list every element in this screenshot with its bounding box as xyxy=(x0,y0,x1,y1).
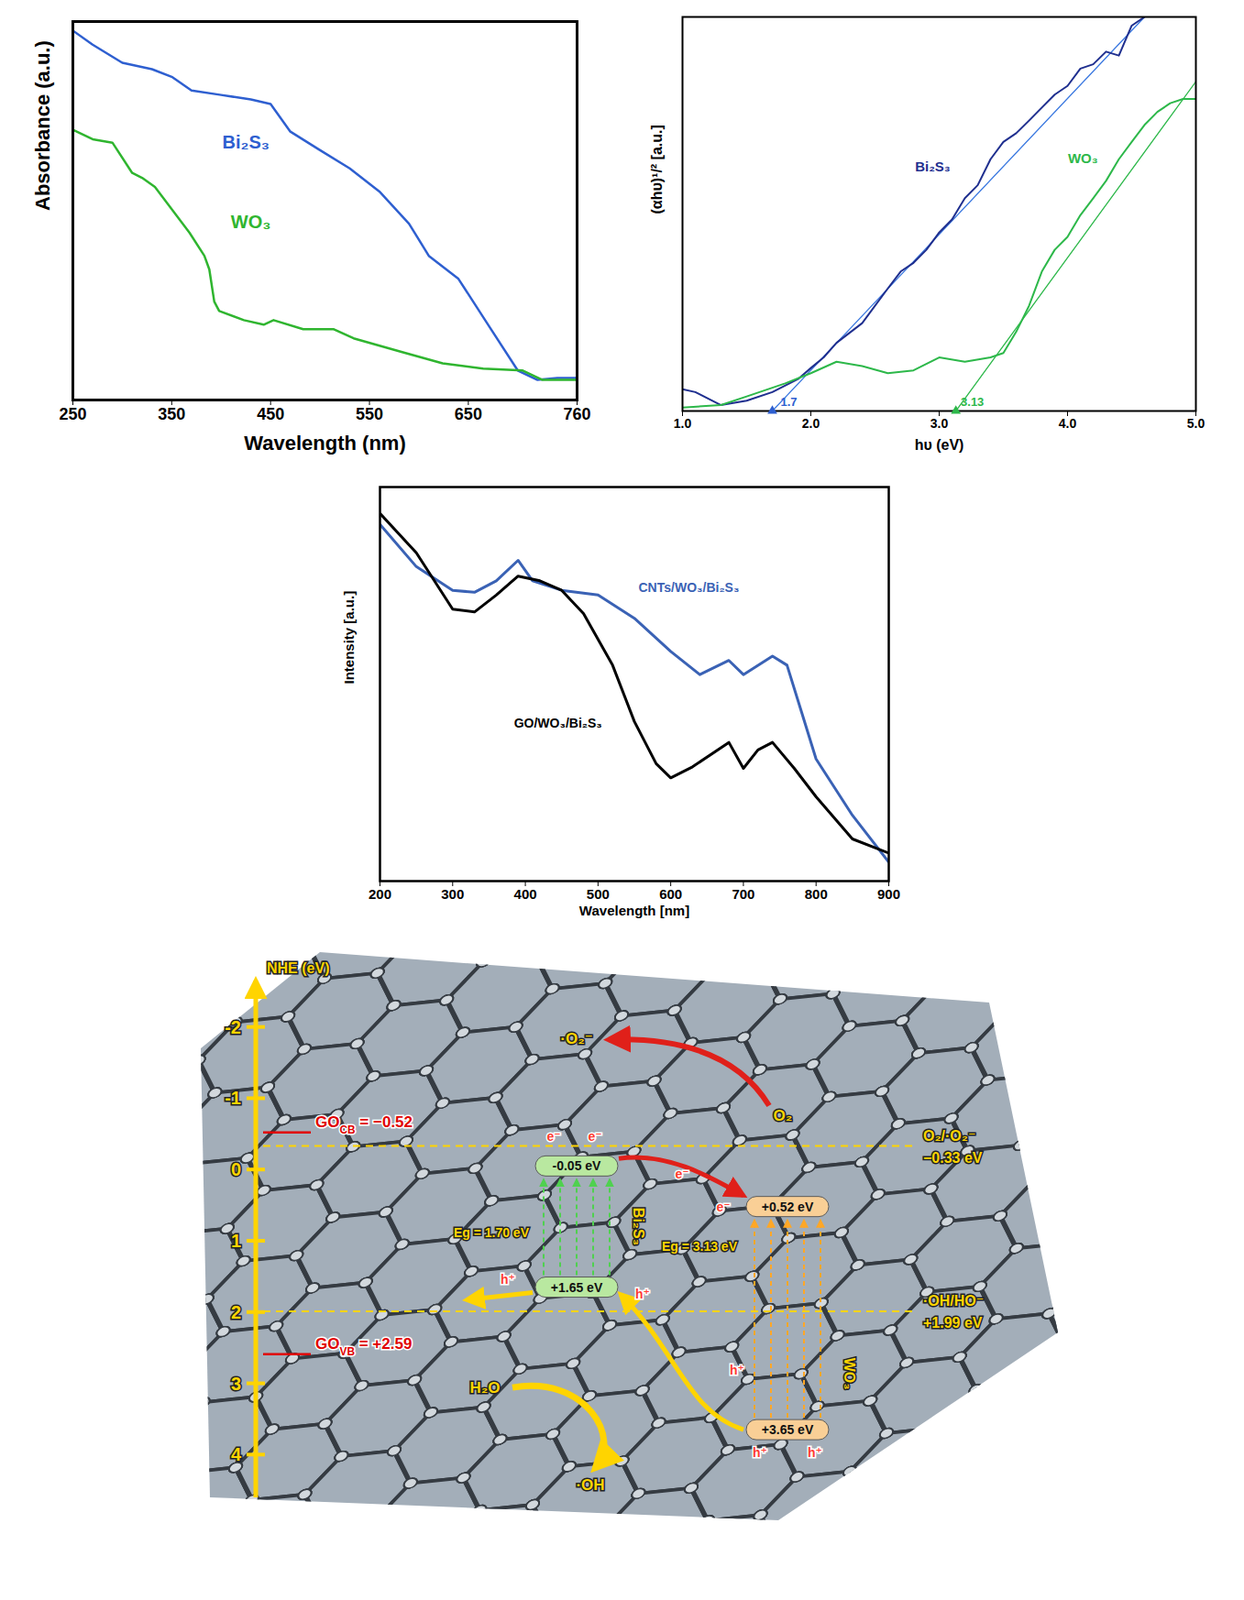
svg-text:200: 200 xyxy=(367,886,391,903)
svg-text:+3.65 eV: +3.65 eV xyxy=(760,1422,814,1438)
svg-text:-2: -2 xyxy=(224,1017,242,1038)
svg-text:+1.65 eV: +1.65 eV xyxy=(550,1280,603,1296)
svg-text:300: 300 xyxy=(440,886,464,903)
svg-text:+1.99 eV: +1.99 eV xyxy=(923,1315,983,1332)
svg-text:250: 250 xyxy=(58,405,87,424)
svg-text:0: 0 xyxy=(230,1159,241,1180)
svg-text:hυ (eV): hυ (eV) xyxy=(913,437,964,453)
svg-text:600: 600 xyxy=(659,886,683,903)
svg-text:Intensity [a.u.]: Intensity [a.u.] xyxy=(341,591,357,685)
svg-text:1.7: 1.7 xyxy=(780,395,797,409)
svg-text:Absorbance (a.u.): Absorbance (a.u.) xyxy=(30,40,54,211)
svg-text:O₂/·O₂⁻: O₂/·O₂⁻ xyxy=(923,1128,976,1145)
svg-text:GO/WO₃/Bi₂S₃: GO/WO₃/Bi₂S₃ xyxy=(513,715,602,731)
svg-text:h⁺: h⁺ xyxy=(729,1363,745,1378)
svg-text:400: 400 xyxy=(513,886,537,903)
svg-text:WO₃: WO₃ xyxy=(230,211,271,232)
svg-text:800: 800 xyxy=(803,886,827,903)
svg-text:350: 350 xyxy=(157,405,186,424)
svg-text:2: 2 xyxy=(230,1302,241,1323)
svg-text:-0.05 eV: -0.05 eV xyxy=(551,1158,602,1174)
svg-text:·OH: ·OH xyxy=(575,1476,605,1495)
svg-text:e⁻: e⁻ xyxy=(587,1129,602,1145)
svg-text:WO₃: WO₃ xyxy=(841,1358,858,1391)
svg-text:h⁺: h⁺ xyxy=(752,1445,768,1461)
svg-text:Wavelength [nm]: Wavelength [nm] xyxy=(578,902,689,919)
svg-text:900: 900 xyxy=(876,886,900,903)
svg-text:GOCB = −0.52: GOCB = −0.52 xyxy=(315,1113,413,1137)
svg-text:·OH/HO⁻: ·OH/HO⁻ xyxy=(923,1293,984,1310)
svg-text:Bi₂S₃: Bi₂S₃ xyxy=(630,1208,647,1246)
svg-text:Eg = 1.70 eV: Eg = 1.70 eV xyxy=(452,1225,529,1241)
svg-text:3.13: 3.13 xyxy=(960,395,984,409)
svg-text:O₂: O₂ xyxy=(772,1107,793,1125)
svg-text:550: 550 xyxy=(355,405,384,424)
svg-text:3: 3 xyxy=(230,1374,241,1395)
svg-text:h⁺: h⁺ xyxy=(807,1445,823,1461)
svg-text:700: 700 xyxy=(731,886,755,903)
svg-text:e⁻: e⁻ xyxy=(674,1166,689,1182)
svg-text:H₂O: H₂O xyxy=(469,1379,500,1398)
svg-text:NHE (eV): NHE (eV) xyxy=(266,960,330,977)
svg-text:GOVB = +2.59: GOVB = +2.59 xyxy=(315,1335,412,1359)
svg-text:650: 650 xyxy=(453,405,482,424)
svg-text:e⁻: e⁻ xyxy=(546,1129,561,1145)
svg-text:Bi₂S₃: Bi₂S₃ xyxy=(914,158,951,175)
svg-text:450: 450 xyxy=(256,405,285,424)
svg-text:Eg = 3.13 eV: Eg = 3.13 eV xyxy=(660,1239,738,1255)
svg-text:760: 760 xyxy=(562,405,591,424)
svg-text:-1: -1 xyxy=(224,1088,242,1109)
svg-text:h⁺: h⁺ xyxy=(500,1272,516,1288)
svg-text:+0.52 eV: +0.52 eV xyxy=(760,1199,814,1215)
svg-text:4.0: 4.0 xyxy=(1057,416,1077,431)
svg-text:3.0: 3.0 xyxy=(929,416,948,431)
svg-text:WO₃: WO₃ xyxy=(1067,150,1098,166)
svg-text:h⁺: h⁺ xyxy=(635,1287,650,1302)
svg-text:e⁻: e⁻ xyxy=(715,1199,730,1215)
svg-text:·O₂⁻: ·O₂⁻ xyxy=(560,1030,593,1048)
svg-text:1: 1 xyxy=(230,1231,241,1252)
svg-text:CNTs/WO₃/Bi₂S₃: CNTs/WO₃/Bi₂S₃ xyxy=(638,580,739,595)
svg-text:Wavelength (nm): Wavelength (nm) xyxy=(243,431,406,455)
svg-text:−0.33 eV: −0.33 eV xyxy=(923,1150,983,1167)
svg-text:Bi₂S₃: Bi₂S₃ xyxy=(221,132,269,153)
svg-text:1.0: 1.0 xyxy=(672,416,692,431)
svg-text:5.0: 5.0 xyxy=(1186,416,1205,431)
svg-text:4: 4 xyxy=(230,1444,242,1465)
svg-text:2.0: 2.0 xyxy=(801,416,820,431)
svg-text:(αhυ)¹/² [a.u.]: (αhυ)¹/² [a.u.] xyxy=(648,124,664,214)
svg-text:500: 500 xyxy=(585,886,609,903)
